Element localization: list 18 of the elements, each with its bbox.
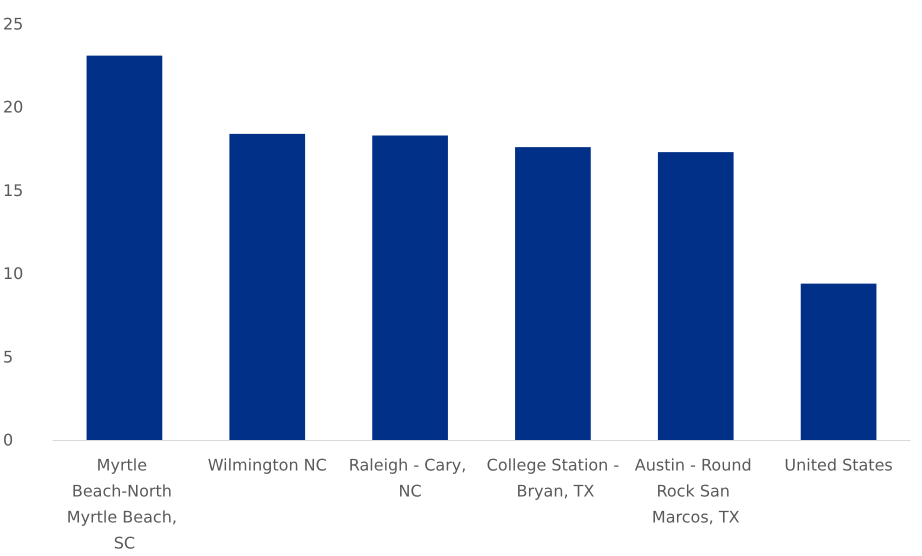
y-tick-label: 25	[3, 14, 24, 34]
x-tick-label: College Station - Bryan, TX	[486, 456, 620, 500]
bar	[86, 56, 162, 440]
bar	[372, 135, 448, 440]
x-tick-label: Raleigh - Cary, NC	[348, 456, 472, 500]
bar	[800, 284, 876, 440]
y-tick-label: 20	[3, 98, 24, 117]
x-tick-label: Austin - Round Rock San Marcos, TX	[634, 456, 757, 526]
y-tick-label: 10	[3, 264, 24, 284]
x-tick-label: United States	[784, 456, 893, 474]
bar	[658, 152, 734, 440]
y-tick-label: 15	[3, 180, 24, 200]
y-tick-label: 5	[3, 347, 14, 366]
x-tick-label: Myrtle Beach-North Myrtle Beach, SC	[66, 456, 182, 552]
x-tick-label: Wilmington NC	[208, 456, 327, 474]
bar	[515, 147, 591, 440]
y-tick-label: 0	[3, 430, 14, 450]
bar	[229, 134, 306, 440]
